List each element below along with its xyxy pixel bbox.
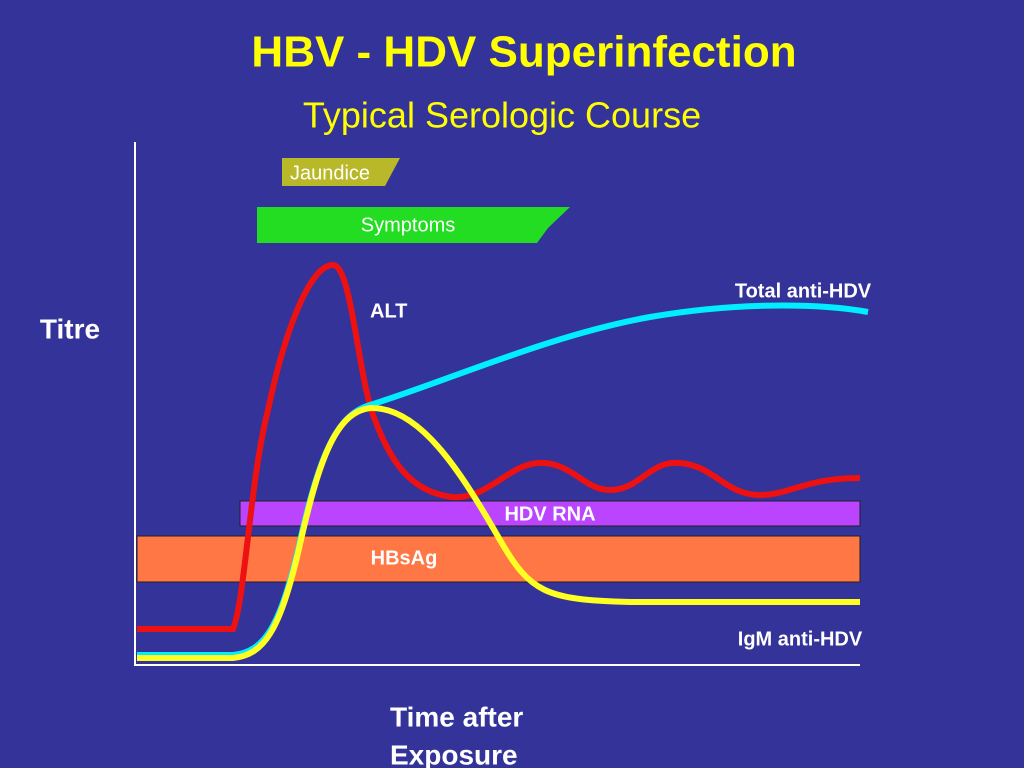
alt-curve bbox=[137, 261, 861, 632]
total-anti-hdv-label: Total anti-HDV bbox=[735, 280, 872, 302]
y-axis-label: Titre bbox=[40, 313, 100, 344]
igm-anti-hdv-label: IgM anti-HDV bbox=[738, 628, 863, 650]
jaundice-label: Jaundice bbox=[290, 162, 370, 184]
jaundice-band bbox=[282, 158, 400, 186]
igm-anti-hdv-curve bbox=[137, 404, 860, 661]
symptoms-label: Symptoms bbox=[361, 214, 455, 236]
subtitle: Typical Serologic Course bbox=[303, 95, 701, 136]
hbsag-label: HBsAg bbox=[371, 547, 438, 569]
x-axis-label: Exposure bbox=[390, 739, 518, 768]
x-axis-label: Time after bbox=[390, 701, 523, 732]
alt-label: ALT bbox=[370, 300, 407, 322]
symptoms-band bbox=[257, 207, 570, 243]
hbsag-band bbox=[136, 535, 861, 583]
title: HBV - HDV Superinfection bbox=[251, 28, 796, 77]
hdv-rna-label: HDV RNA bbox=[504, 503, 595, 525]
hdv-rna-band bbox=[239, 500, 861, 527]
